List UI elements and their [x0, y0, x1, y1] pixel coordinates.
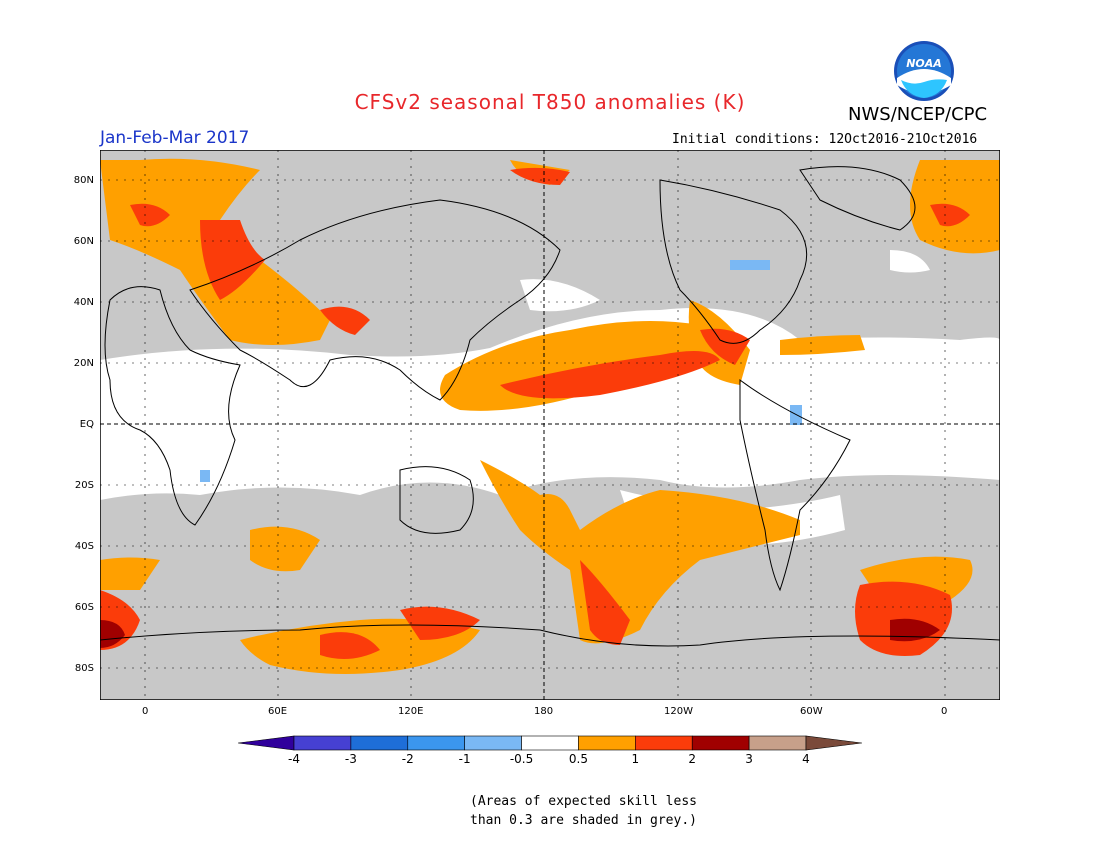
colorbar-tick-label: -0.5 [509, 752, 534, 766]
colorbar [238, 735, 862, 751]
lat-label: 20S [74, 480, 94, 491]
colorbar-tick-label: -4 [288, 752, 300, 766]
lat-label: 40N [73, 297, 94, 308]
colorbar-segment [635, 735, 693, 751]
lat-label: 80N [73, 175, 94, 186]
colorbar-tick-label: -2 [401, 752, 414, 766]
colorbar-tick-label: 4 [802, 752, 810, 766]
colorbar-segment [578, 735, 636, 751]
red-regions [100, 167, 970, 659]
lat-label: 60N [73, 236, 94, 247]
chart-title: CFSv2 seasonal T850 anomalies (K) [354, 90, 746, 114]
colorbar-segment [238, 735, 295, 751]
colorbar-segment [805, 735, 862, 751]
lat-label: 20N [73, 358, 94, 369]
colorbar-segment [293, 735, 352, 751]
initial-conditions-label: Initial conditions: 12Oct2016-21Oct2016 [672, 132, 978, 147]
lat-label: 60S [74, 602, 94, 613]
coastlines [100, 166, 1000, 647]
darkred-regions [100, 618, 940, 648]
colorbar-segment [407, 735, 465, 751]
noaa-logo: NOAA [894, 41, 954, 101]
colorbar-segment [521, 735, 579, 751]
organization-label: NWS/NCEP/CPC [848, 104, 988, 125]
colorbar-tick-label: 3 [745, 752, 753, 766]
colorbar-segment [748, 735, 807, 751]
colorbar-tick-label: 2 [688, 752, 697, 766]
lon-label: 0 [142, 706, 149, 717]
colorbar-tick-label: -1 [458, 752, 471, 766]
colorbar-tick-label: 1 [631, 752, 640, 766]
svg-text:NOAA: NOAA [906, 57, 942, 70]
note-line: (Areas of expected skill less [470, 794, 697, 809]
anomaly-map [100, 150, 1000, 700]
colorbar-segment [464, 735, 522, 751]
gridlines [100, 150, 1000, 700]
note-line: than 0.3 are shaded in grey.) [470, 813, 697, 828]
skill-note: (Areas of expected skill less than 0.3 a… [470, 792, 730, 830]
lon-label: 120W [664, 706, 693, 717]
lon-label: 120E [398, 706, 424, 717]
lon-label: 60W [800, 706, 823, 717]
lat-label: 40S [74, 541, 94, 552]
lon-label: 180 [534, 706, 554, 717]
colorbar-segment [350, 735, 409, 751]
lon-label: 60E [268, 706, 288, 717]
colorbar-segment [691, 735, 750, 751]
season-label: Jan-Feb-Mar 2017 [100, 128, 250, 148]
colorbar-tick-label: 0.5 [568, 752, 588, 766]
lon-label: 0 [941, 706, 948, 717]
colorbar-tick-label: -3 [344, 752, 357, 766]
lat-label: EQ [79, 419, 94, 430]
lat-label: 80S [74, 663, 94, 674]
